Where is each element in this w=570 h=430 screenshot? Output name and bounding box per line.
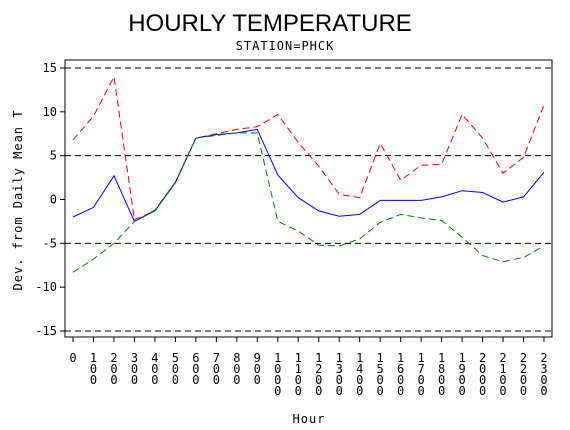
x-tick-label: 0 (69, 351, 76, 365)
series-line (72, 128, 545, 223)
plot-frame (64, 59, 553, 338)
y-tick-label: 15 (43, 61, 57, 75)
series-line (72, 132, 545, 273)
chart-title: HOURLY TEMPERATURE (128, 10, 412, 37)
y-tick-label: 10 (43, 105, 57, 119)
y-tick-label: 5 (50, 149, 57, 163)
y-tick-label: -15 (35, 324, 57, 338)
y-axis-label: Dev. from Daily Mean T (11, 110, 25, 291)
y-tick-label: 0 (50, 193, 57, 207)
series-line (72, 75, 545, 221)
chart-subtitle: STATION=PHCK (236, 39, 335, 53)
y-tick-label: -10 (35, 280, 57, 294)
x-axis-label: Hour (293, 412, 326, 426)
y-tick-label: -5 (43, 236, 57, 250)
